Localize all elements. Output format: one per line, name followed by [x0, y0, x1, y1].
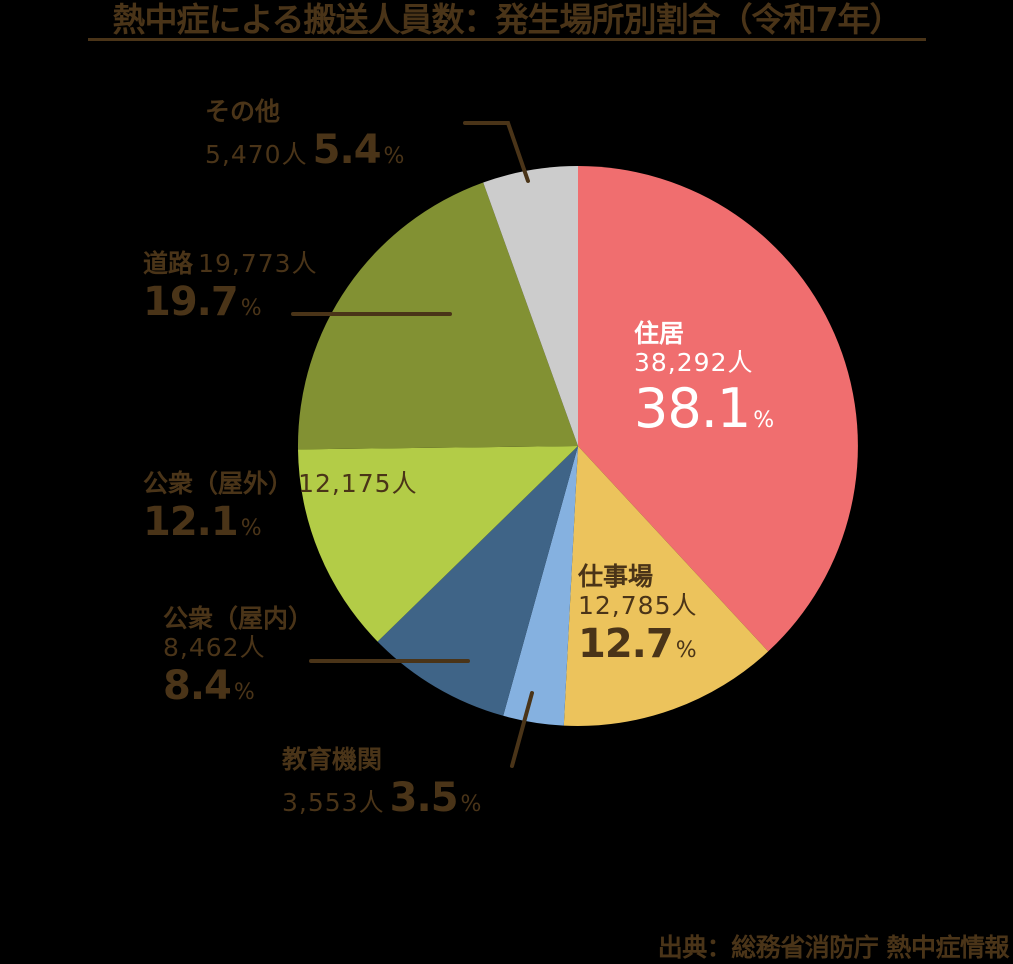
percent-sign: % — [460, 791, 482, 817]
label-shigotoba-count: 12,785人 — [578, 590, 698, 620]
label-jukyo-pct: 38.1 — [634, 376, 751, 440]
slice-okunai — [377, 446, 578, 716]
label-okugai-count: 12,175人 — [298, 469, 418, 498]
label-doro-pct: 19.7 — [143, 278, 239, 325]
slice-shigotoba — [563, 446, 769, 726]
percent-sign: % — [753, 407, 775, 433]
percent-sign: % — [675, 637, 697, 663]
slice-jukyo — [578, 166, 858, 652]
label-okunai: 公衆（屋内） 8,462人 8.4% — [163, 604, 314, 709]
label-doro-count: 19,773人 — [198, 249, 318, 278]
label-kyoiku-pct: 3.5 — [389, 774, 459, 821]
label-jukyo: 住居 38,292人 38.1% — [634, 319, 775, 440]
label-jukyo-name: 住居 — [634, 319, 685, 348]
label-sonota-name: その他 — [205, 97, 281, 126]
label-shigotoba-pct: 12.7 — [578, 620, 674, 667]
slice-sonota — [483, 165, 578, 446]
leader-line-kyoiku — [510, 691, 534, 768]
label-okunai-count: 8,462人 — [163, 632, 266, 662]
label-okunai-name: 公衆（屋内） — [163, 604, 314, 633]
label-sonota-pct: 5.4 — [312, 126, 382, 173]
label-sonota: その他 5,470人 5.4% — [205, 97, 405, 173]
chart-title: 熱中症による搬送人員数：発生場所別割合（令和7年） — [88, 2, 926, 41]
label-doro-name: 道路 — [143, 249, 194, 278]
label-shigotoba: 仕事場 12,785人 12.7% — [578, 562, 698, 667]
label-okugai-name: 公衆（屋外） — [143, 469, 294, 498]
label-okugai-pct: 12.1 — [143, 498, 239, 545]
label-okugai: 公衆（屋外） 12,175人 12.1% — [143, 469, 418, 545]
percent-sign: % — [240, 515, 262, 541]
percent-sign: % — [383, 143, 405, 169]
source-note: 出典：総務省消防庁 熱中症情報 — [657, 933, 1010, 962]
percent-sign: % — [240, 295, 262, 321]
label-doro: 道路 19,773人 19.7% — [143, 249, 318, 325]
label-shigotoba-name: 仕事場 — [578, 562, 654, 591]
slice-okugai — [298, 446, 578, 642]
label-sonota-count: 5,470人 — [205, 139, 308, 169]
slice-kyoiku — [503, 446, 578, 726]
label-kyoiku-name: 教育機関 — [282, 745, 383, 774]
label-jukyo-count: 38,292人 — [634, 347, 754, 377]
label-okunai-pct: 8.4 — [163, 662, 232, 709]
percent-sign: % — [233, 679, 255, 705]
label-kyoiku: 教育機関 3,553人 3.5% — [282, 745, 482, 821]
leader-line-sonota — [463, 121, 530, 183]
label-kyoiku-count: 3,553人 — [282, 787, 385, 817]
